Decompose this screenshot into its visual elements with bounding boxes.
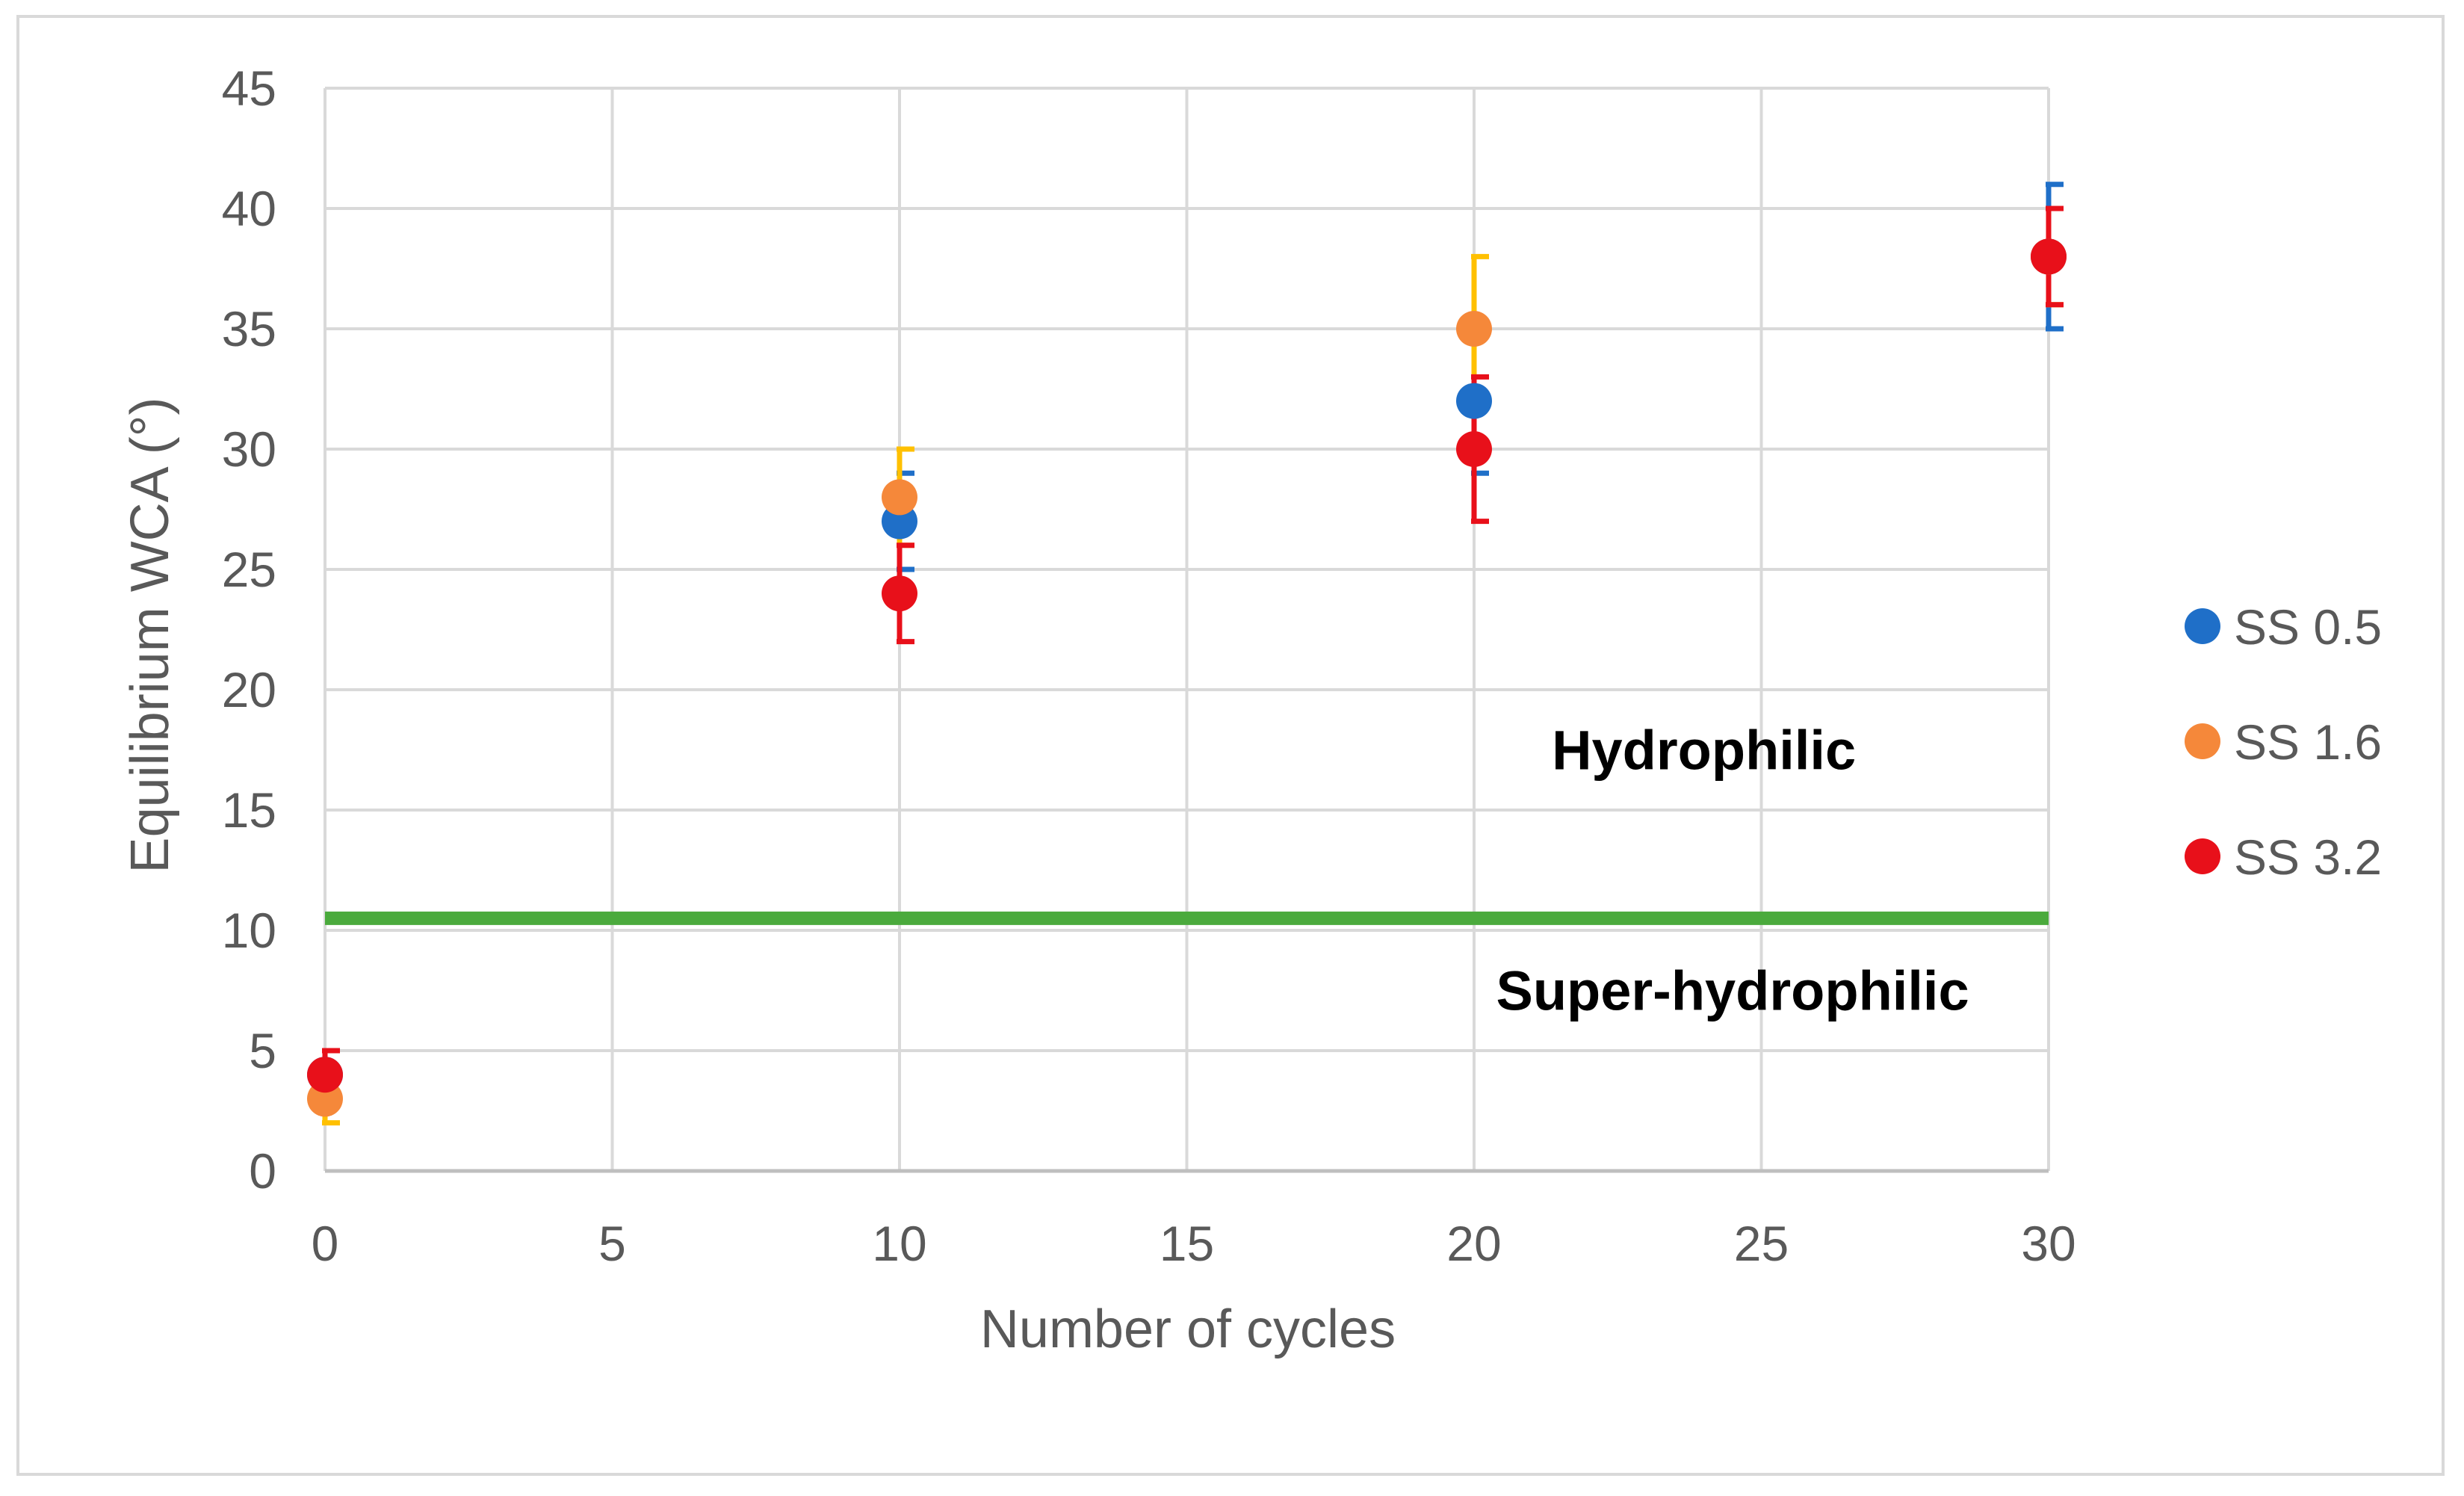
data-point — [307, 1057, 343, 1093]
x-tick-label: 25 — [1734, 1216, 1789, 1271]
y-axis-title: Equilibrium WCA (°) — [120, 398, 180, 874]
y-tick-label: 35 — [222, 301, 276, 356]
y-tick-label: 40 — [222, 181, 276, 236]
region-label: Hydrophilic — [1552, 720, 1856, 782]
y-tick-label: 15 — [222, 782, 276, 838]
legend-marker — [2185, 723, 2220, 759]
x-axis-title: Number of cycles — [980, 1299, 1396, 1359]
legend-item: SS 3.2 — [2185, 829, 2382, 885]
x-tick-label: 15 — [1160, 1216, 1214, 1271]
x-tick-label: 5 — [598, 1216, 626, 1271]
annotation-layer: Hydrophilic Super-hydrophilic — [1496, 720, 1969, 1022]
y-tick-label: 0 — [249, 1143, 276, 1199]
x-tick-label: 30 — [2021, 1216, 2075, 1271]
x-tick-label: 20 — [1446, 1216, 1501, 1271]
data-point — [1456, 311, 1492, 347]
y-tick-label: 5 — [249, 1023, 276, 1078]
legend-label: SS 3.2 — [2234, 829, 2382, 885]
y-tick-label: 45 — [222, 61, 276, 116]
legend-item: SS 0.5 — [2185, 599, 2382, 655]
legend-marker — [2185, 838, 2220, 874]
data-point — [1456, 383, 1492, 419]
data-point — [1456, 431, 1492, 467]
y-tick-label: 20 — [222, 662, 276, 717]
y-tick-label: 25 — [222, 542, 276, 597]
y-tick-label: 10 — [222, 903, 276, 958]
point-layer — [307, 238, 2067, 1117]
legend-label: SS 1.6 — [2234, 714, 2382, 770]
region-label: Super-hydrophilic — [1496, 960, 1969, 1022]
x-tick-label: 10 — [872, 1216, 926, 1271]
legend-label: SS 0.5 — [2234, 599, 2382, 655]
y-tick-label: 30 — [222, 421, 276, 477]
data-point — [882, 479, 917, 516]
legend-marker — [2185, 608, 2220, 644]
legend: SS 0.5 SS 1.6 SS 3.2 — [2185, 599, 2382, 885]
grid-layer — [324, 87, 2050, 1173]
tick-layer: 0 5 10 15 20 25 30 35 40 45 0 5 10 15 20 25 30 — [222, 61, 2076, 1271]
data-point — [882, 575, 917, 612]
data-point — [2031, 238, 2067, 275]
legend-item: SS 1.6 — [2185, 714, 2382, 770]
x-tick-label: 0 — [312, 1216, 339, 1271]
